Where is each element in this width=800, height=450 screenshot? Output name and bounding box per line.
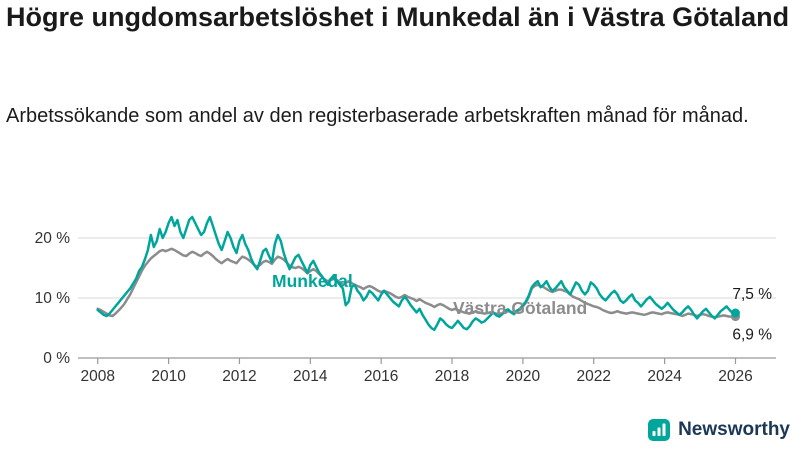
x-tick-label-2022: 2022 (577, 368, 611, 385)
newsworthy-logo-icon (648, 419, 671, 441)
newsworthy-wordmark: Newsworthy (678, 419, 790, 440)
v-stra-g-taland-end-value: 6,9 % (732, 327, 772, 344)
chart-title: Högre ungdomsarbetslöshet i Munkedal än … (6, 2, 790, 32)
x-tick-label-2020: 2020 (506, 368, 541, 385)
v-stra-g-taland-line (96, 247, 737, 319)
x-tick-label-2014: 2014 (293, 368, 328, 385)
x-tick-label-2008: 2008 (80, 368, 114, 385)
x-tick-label-2012: 2012 (222, 368, 256, 385)
munkedal-end-dot (730, 308, 740, 318)
chart-subtitle: Arbetssökande som andel av den registerb… (6, 105, 749, 127)
x-tick-label-2026: 2026 (718, 368, 752, 385)
x-tick-label-2018: 2018 (435, 368, 469, 385)
newsworthy-brand-link[interactable]: Newsworthy (647, 418, 790, 442)
munkedal-label: Munkedal (272, 271, 353, 291)
y-tick-label-20: 20 % (35, 230, 71, 247)
y-tick-label-10: 10 % (35, 290, 71, 307)
x-tick-label-2010: 2010 (151, 368, 186, 385)
y-tick-label-0: 0 % (43, 350, 70, 367)
v-stra-g-taland-label: Västra Götaland (453, 298, 587, 318)
munkedal-end-value: 7,5 % (732, 286, 772, 303)
x-tick-label-2016: 2016 (364, 368, 398, 385)
munkedal-line (96, 215, 737, 332)
x-tick-label-2024: 2024 (647, 368, 682, 385)
